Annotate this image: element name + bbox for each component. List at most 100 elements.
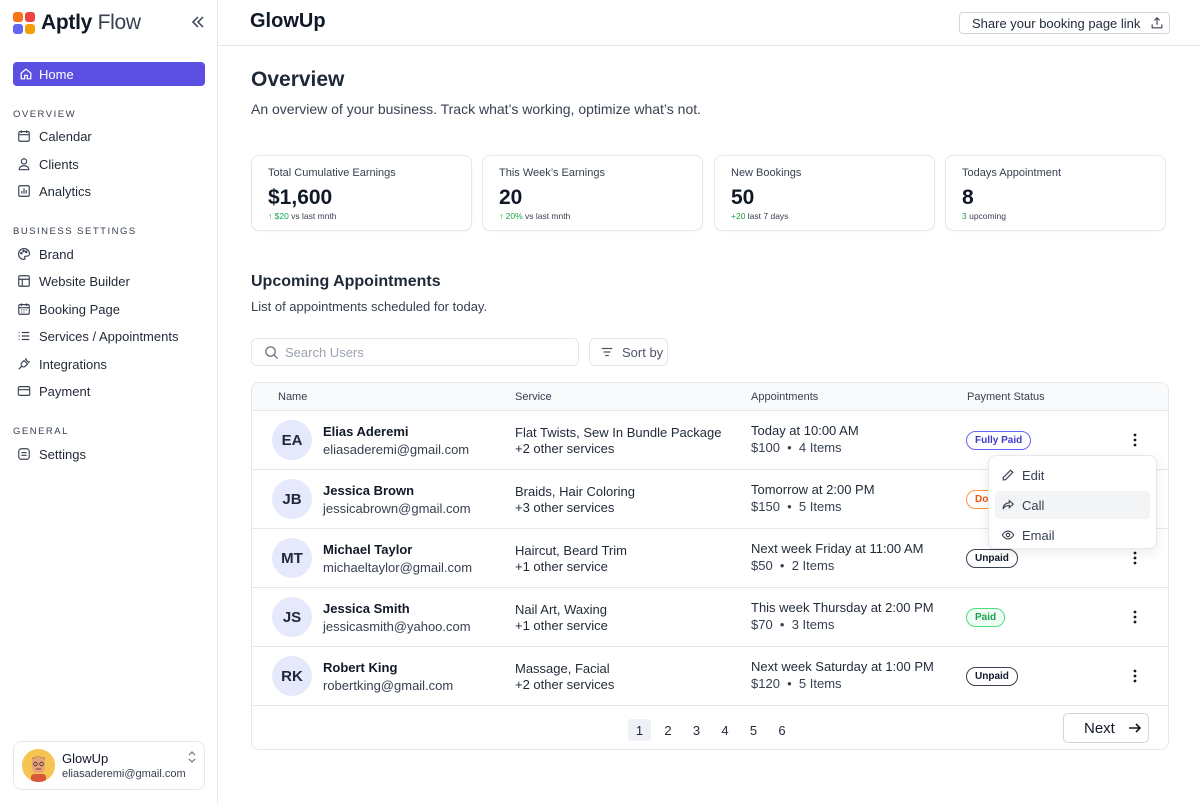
service-name: Braids, Hair Coloring [515,484,635,499]
column-header-payment-status[interactable]: Payment Status [967,391,1045,403]
sidebar-item-label: Brand [39,246,74,262]
sidebar-item-clients[interactable]: Clients [17,154,79,174]
account-switcher[interactable]: GlowUp eliasaderemi@gmail.com [13,741,205,790]
share-forward-icon [1002,499,1015,510]
sidebar-item-booking-page[interactable]: Booking Page [17,299,120,319]
page-button[interactable]: 3 [692,722,701,738]
top-bar: GlowUp Share your booking page link [218,0,1200,46]
service-name: Flat Twists, Sew In Bundle Package [515,425,722,440]
sidebar-item-website-builder[interactable]: Website Builder [17,271,130,291]
appointment-time: Today at 10:00 AM [751,423,859,438]
page-button[interactable]: 1 [628,719,651,741]
client-email: robertking@gmail.com [323,678,454,693]
table-row[interactable]: JB Jessica Brown jessicabrown@gmail.com … [252,470,1168,529]
page-button[interactable]: 4 [721,722,729,738]
sidebar-item-label: Booking Page [39,301,120,317]
stat-value: $1,600 [268,186,333,209]
sidebar-item-home[interactable]: Home [13,62,205,86]
stat-note: ↑ 20% vs last mnth [499,211,571,221]
list-icon [18,331,30,341]
appointment-summary: $100 • 4 Items [751,440,842,455]
next-page-button[interactable]: Next [1063,713,1149,743]
menu-item-label: Call [1022,497,1045,513]
stat-label: This Week’s Earnings [499,167,605,179]
sidebar-item-label: Integrations [39,356,107,372]
row-actions-button[interactable] [1123,428,1147,452]
appointment-summary: $150 • 5 Items [751,499,842,514]
service-extra: +2 other services [515,441,615,456]
palette-icon [18,248,30,260]
search-input[interactable] [285,344,565,360]
sidebar-item-payment[interactable]: Payment [17,381,90,401]
status-badge: Fully Paid [966,431,1032,450]
row-actions-button[interactable] [1123,546,1147,570]
sidebar-item-label: Calendar [39,128,92,144]
menu-item-call[interactable]: Call [995,491,1150,519]
share-booking-link-button[interactable]: Share your booking page link [959,12,1170,34]
sidebar: Aptly Flow Home OVERVIEW Calendar Client… [0,0,218,804]
table-row[interactable]: MT Michael Taylor michaeltaylor@gmail.co… [252,529,1168,588]
service-name: Nail Art, Waxing [515,602,607,617]
analytics-icon [18,185,30,197]
avatar: RK [272,656,312,696]
status-badge: Paid [966,608,1006,627]
sidebar-item-services-appointments[interactable]: Services / Appointments [17,326,178,346]
service-extra: +2 other services [515,677,615,692]
layout-icon [18,275,30,287]
row-actions-button[interactable] [1123,605,1147,629]
stat-card-new-bookings: New Bookings 50 +20 last 7 days [714,155,935,231]
menu-item-email[interactable]: Email [995,521,1150,549]
settings-icon [18,448,30,460]
stat-label: Todays Appointment [962,167,1062,179]
filter-lines-icon [601,347,613,357]
client-name: Elias Aderemi [323,424,409,439]
sidebar-item-integrations[interactable]: Integrations [17,354,107,374]
section-label-business-settings: BUSINESS SETTINGS [13,226,137,237]
sidebar-item-calendar[interactable]: Calendar [17,126,92,146]
page-button[interactable]: 6 [778,722,786,738]
sidebar-item-label: Analytics [39,183,92,199]
avatar [22,749,55,782]
plug-icon [18,357,31,370]
search-icon [265,345,279,359]
appointment-time: This week Thursday at 2:00 PM [751,600,934,615]
page-button[interactable]: 5 [749,722,758,738]
sidebar-item-label: Settings [39,446,86,462]
client-name: Jessica Smith [323,601,410,616]
more-vertical-icon [1133,433,1137,447]
row-actions-button[interactable] [1123,664,1147,688]
service-extra: +1 other service [515,559,608,574]
home-icon [20,68,32,80]
stat-card-todays-appointment: Todays Appointment 8 3 upcoming [945,155,1166,231]
client-email: jessicasmith@yahoo.com [323,619,471,634]
credit-card-icon [17,386,31,396]
app-logo[interactable]: Aptly Flow [13,10,141,36]
stat-label: New Bookings [731,167,802,179]
search-users-field[interactable] [251,338,579,366]
sort-by-button[interactable]: Sort by [589,338,668,366]
table-row[interactable]: EA Elias Aderemi eliasaderemi@gmail.com … [252,411,1168,470]
page-button[interactable]: 2 [664,722,672,738]
stat-value: 20 [499,186,523,209]
avatar: JS [272,597,312,637]
business-title: GlowUp [250,10,326,32]
collapse-sidebar-icon[interactable] [190,14,208,32]
column-header-service[interactable]: Service [515,391,552,403]
avatar: MT [272,538,312,578]
column-header-appointments[interactable]: Appointments [751,391,819,403]
booking-calendar-icon [18,303,30,315]
more-vertical-icon [1133,669,1137,683]
sidebar-item-analytics[interactable]: Analytics [17,181,91,201]
menu-item-edit[interactable]: Edit [995,461,1150,489]
column-header-name[interactable]: Name [278,391,308,403]
page-subtitle: An overview of your business. Track what… [251,101,702,117]
sidebar-item-brand[interactable]: Brand [17,244,74,264]
stat-card-week-earnings: This Week’s Earnings 20 ↑ 20% vs last mn… [482,155,703,231]
table-row[interactable]: JS Jessica Smith jessicasmith@yahoo.com … [252,588,1168,647]
sidebar-item-settings[interactable]: Settings [17,444,86,464]
share-button-label: Share your booking page link [972,15,1141,31]
stat-value: 50 [731,186,755,209]
client-email: eliasaderemi@gmail.com [323,442,470,457]
menu-item-label: Edit [1022,467,1045,483]
table-row[interactable]: RK Robert King robertking@gmail.com Mass… [252,647,1168,706]
